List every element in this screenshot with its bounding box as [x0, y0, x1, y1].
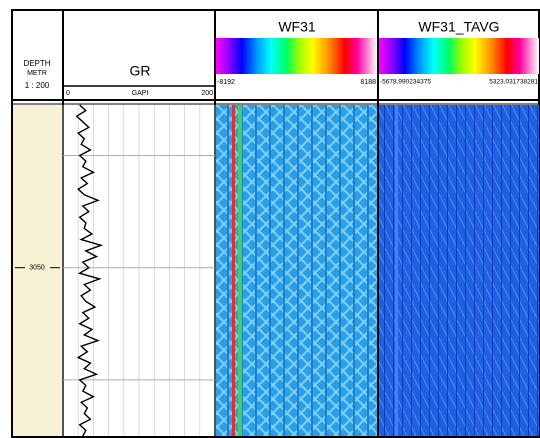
- x-axis-label: GAPI: [132, 90, 149, 97]
- y-tick-label: 3050: [29, 265, 45, 272]
- color-scale: [216, 38, 377, 74]
- color-min: -8192: [217, 79, 235, 86]
- waveform-image: [395, 105, 398, 436]
- x-tick-label: 200: [201, 90, 213, 97]
- depth-title: DEPTH: [23, 59, 50, 68]
- depth-scale: 1 : 200: [25, 81, 50, 90]
- gr-curve: [75, 104, 104, 437]
- color-max: 8188: [360, 79, 376, 86]
- track-title: WF31_TAVG: [418, 19, 499, 35]
- depth-track: [13, 105, 62, 436]
- waveform-image: [216, 105, 377, 436]
- track-title: WF31: [278, 19, 316, 35]
- depth-unit: METR: [27, 70, 47, 77]
- waveform-image: [238, 105, 242, 436]
- color-max: 5323,031738281: [489, 79, 538, 86]
- color-scale: [379, 38, 539, 74]
- x-tick-label: 0: [66, 90, 70, 97]
- waveform-image: [232, 105, 235, 436]
- track-title: GR: [130, 63, 151, 79]
- waveform-image: [379, 105, 539, 436]
- color-min: -5678,990234375: [380, 79, 431, 86]
